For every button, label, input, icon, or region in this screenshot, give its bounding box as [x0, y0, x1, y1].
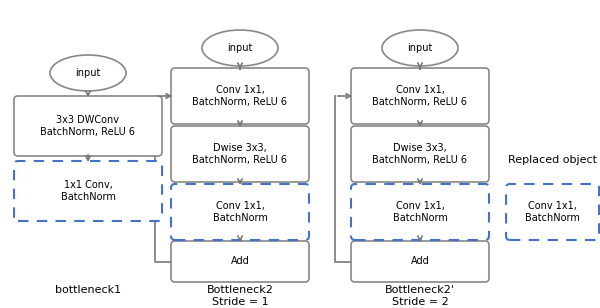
- FancyBboxPatch shape: [506, 184, 599, 240]
- Text: Conv 1x1,
BatchNorm: Conv 1x1, BatchNorm: [212, 201, 268, 223]
- Text: Bottleneck2
Stride = 1: Bottleneck2 Stride = 1: [206, 285, 274, 306]
- Text: Add: Add: [410, 257, 430, 266]
- Text: 3x3 DWConv
BatchNorm, ReLU 6: 3x3 DWConv BatchNorm, ReLU 6: [41, 115, 136, 137]
- Text: Conv 1x1,
BatchNorm: Conv 1x1, BatchNorm: [392, 201, 448, 223]
- Text: bottleneck1: bottleneck1: [55, 285, 121, 295]
- Text: input: input: [407, 43, 433, 53]
- Text: Conv 1x1,
BatchNorm: Conv 1x1, BatchNorm: [525, 201, 580, 223]
- FancyBboxPatch shape: [171, 184, 309, 240]
- Text: Conv 1x1,
BatchNorm, ReLU 6: Conv 1x1, BatchNorm, ReLU 6: [373, 85, 467, 107]
- Ellipse shape: [382, 30, 458, 66]
- FancyBboxPatch shape: [351, 184, 489, 240]
- FancyBboxPatch shape: [351, 68, 489, 124]
- Ellipse shape: [202, 30, 278, 66]
- FancyBboxPatch shape: [171, 241, 309, 282]
- FancyBboxPatch shape: [351, 126, 489, 182]
- FancyBboxPatch shape: [14, 96, 162, 156]
- FancyBboxPatch shape: [351, 241, 489, 282]
- FancyBboxPatch shape: [14, 161, 162, 221]
- FancyBboxPatch shape: [171, 68, 309, 124]
- FancyBboxPatch shape: [171, 126, 309, 182]
- Ellipse shape: [50, 55, 126, 91]
- Text: Replaced object: Replaced object: [508, 155, 596, 165]
- Text: Dwise 3x3,
BatchNorm, ReLU 6: Dwise 3x3, BatchNorm, ReLU 6: [373, 143, 467, 165]
- Text: input: input: [76, 68, 101, 78]
- Text: 1x1 Conv,
BatchNorm: 1x1 Conv, BatchNorm: [61, 180, 115, 202]
- Text: Bottleneck2'
Stride = 2: Bottleneck2' Stride = 2: [385, 285, 455, 306]
- Text: Conv 1x1,
BatchNorm, ReLU 6: Conv 1x1, BatchNorm, ReLU 6: [193, 85, 287, 107]
- Text: Dwise 3x3,
BatchNorm, ReLU 6: Dwise 3x3, BatchNorm, ReLU 6: [193, 143, 287, 165]
- Text: input: input: [227, 43, 253, 53]
- Text: Add: Add: [230, 257, 250, 266]
